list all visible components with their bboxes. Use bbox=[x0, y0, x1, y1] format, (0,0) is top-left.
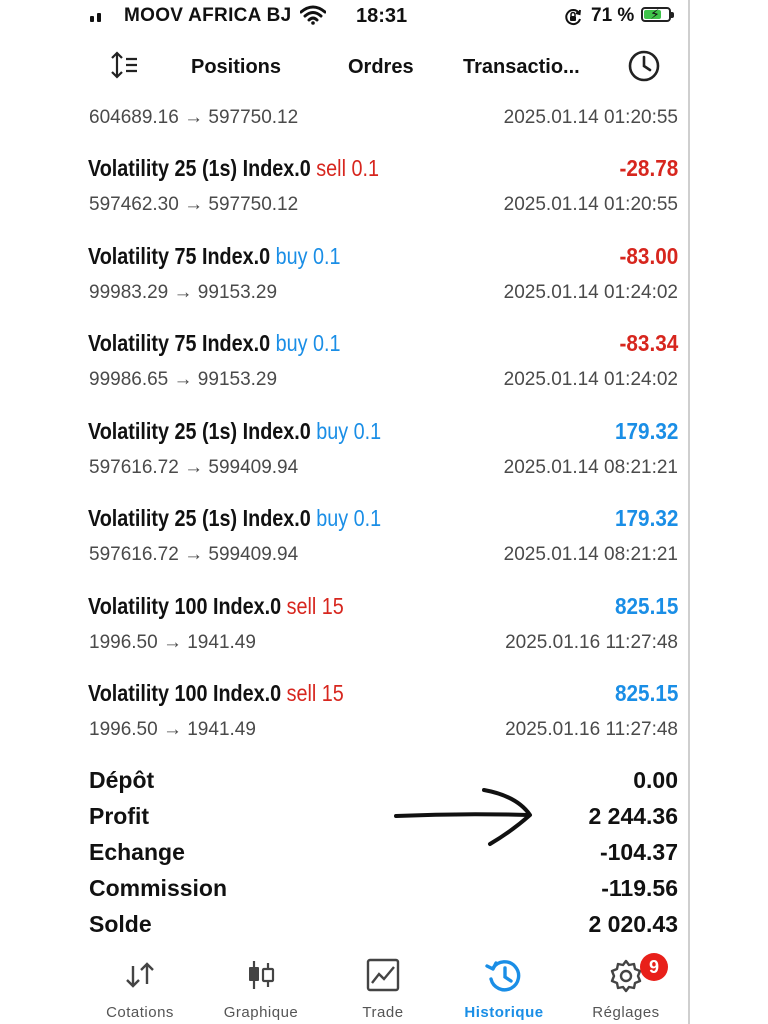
deal-title[interactable]: Volatility 25 (1s) Index.0 buy 0.1 bbox=[88, 505, 381, 532]
deal-title[interactable]: Volatility 100 Index.0 sell 15 bbox=[88, 680, 344, 707]
nav-label-cotations: Cotations bbox=[106, 1004, 174, 1021]
deal-prices: 1996.50 → 1941.49 bbox=[89, 719, 256, 740]
deal-volume: 15 bbox=[321, 592, 344, 619]
deal-volume: 0.1 bbox=[313, 330, 341, 356]
deal-symbol: Volatility 100 Index.0 bbox=[88, 680, 282, 706]
deal-datetime: 2025.01.14 08:21:21 bbox=[503, 456, 678, 478]
deal-datetime: 2025.01.14 01:20:55 bbox=[503, 194, 678, 215]
deal-symbol: Volatility 25 (1s) Index.0 bbox=[88, 505, 311, 531]
deal-datetime: 2025.01.16 11:27:48 bbox=[505, 719, 678, 740]
battery-charging-icon: ⚡ bbox=[641, 6, 674, 22]
signal-icon bbox=[90, 13, 101, 22]
deal-profit: 825.15 bbox=[614, 680, 678, 706]
bottom-nav: Cotations Graphique Trade bbox=[0, 950, 688, 1024]
partial-row-datetime: 2025.01.14 01:20:55 bbox=[503, 107, 678, 128]
deal-symbol: Volatility 75 Index.0 bbox=[88, 242, 271, 269]
deal-volume: 0.1 bbox=[313, 242, 341, 269]
deal-profit: 825.15 bbox=[614, 592, 678, 619]
settings-gear-icon bbox=[608, 958, 644, 999]
summary-label-depot: Dépôt bbox=[89, 767, 155, 793]
nav-reglages[interactable]: Réglages bbox=[566, 950, 686, 1024]
deal-side: buy bbox=[275, 242, 308, 269]
deal-side: buy bbox=[316, 505, 349, 531]
battery-percent: 71 % bbox=[591, 5, 635, 26]
nav-graphique[interactable]: Graphique bbox=[201, 950, 321, 1024]
deal-side: buy bbox=[316, 417, 349, 444]
deal-prices: 99983.29 → 99153.29 bbox=[89, 281, 278, 303]
nav-historique[interactable]: Historique bbox=[444, 950, 564, 1024]
deal-datetime: 2025.01.16 11:27:48 bbox=[505, 631, 678, 653]
deal-datetime: 2025.01.14 08:21:21 bbox=[503, 544, 678, 565]
summary-value-commission: -119.56 bbox=[601, 875, 678, 901]
rotation-lock-icon bbox=[563, 7, 583, 32]
tab-transactions[interactable]: Transactio... bbox=[463, 56, 580, 78]
deal-volume: 15 bbox=[321, 680, 344, 706]
summary-value-profit: 2 244.36 bbox=[588, 803, 678, 829]
deal-title[interactable]: Volatility 25 (1s) Index.0 sell 0.1 bbox=[88, 155, 379, 182]
deal-profit: 179.32 bbox=[614, 505, 678, 531]
deal-symbol: Volatility 25 (1s) Index.0 bbox=[88, 417, 311, 444]
deal-datetime: 2025.01.14 01:24:02 bbox=[503, 369, 678, 390]
deal-title[interactable]: Volatility 75 Index.0 buy 0.1 bbox=[88, 330, 341, 357]
screen-edge bbox=[688, 0, 690, 1024]
clock-time: 18:31 bbox=[356, 5, 408, 27]
deal-symbol: Volatility 75 Index.0 bbox=[88, 330, 271, 356]
deal-title[interactable]: Volatility 100 Index.0 sell 15 bbox=[88, 593, 344, 620]
hand-drawn-arrow-icon bbox=[392, 786, 542, 855]
deal-volume: 0.1 bbox=[351, 155, 379, 181]
deal-side: sell bbox=[316, 155, 346, 181]
deal-prices: 99986.65 → 99153.29 bbox=[89, 369, 278, 390]
deal-prices: 597616.72 → 599409.94 bbox=[89, 544, 299, 565]
deal-prices: 597616.72 → 599409.94 bbox=[89, 456, 299, 478]
deal-profit: -83.34 bbox=[619, 330, 678, 356]
summary-label-profit: Profit bbox=[89, 803, 150, 829]
summary-value-echange: -104.37 bbox=[599, 839, 678, 865]
deal-prices: 597462.30 → 597750.12 bbox=[89, 194, 299, 215]
deal-title[interactable]: Volatility 25 (1s) Index.0 buy 0.1 bbox=[88, 418, 381, 445]
carrier-name: MOOV AFRICA BJ bbox=[124, 5, 292, 26]
sort-icon[interactable] bbox=[108, 50, 140, 85]
wifi-icon bbox=[299, 5, 327, 30]
history-icon bbox=[485, 958, 523, 999]
deal-profit: -28.78 bbox=[619, 155, 678, 181]
deal-datetime: 2025.01.14 01:24:02 bbox=[503, 281, 678, 303]
top-tab-bar: Positions Ordres Transactio... bbox=[0, 40, 688, 94]
deal-symbol: Volatility 25 (1s) Index.0 bbox=[88, 155, 311, 181]
trade-chart-icon bbox=[365, 958, 401, 997]
summary-label-solde: Solde bbox=[89, 911, 152, 937]
candlestick-chart-icon bbox=[243, 958, 279, 997]
nav-trade[interactable]: Trade bbox=[323, 950, 443, 1024]
deal-symbol: Volatility 100 Index.0 bbox=[88, 592, 282, 619]
summary-value-solde: 2 020.43 bbox=[588, 911, 678, 937]
deal-prices: 1996.50 → 1941.49 bbox=[89, 631, 256, 653]
nav-label-historique: Historique bbox=[464, 1004, 544, 1021]
tab-positions[interactable]: Positions bbox=[191, 56, 282, 78]
deal-profit: -83.00 bbox=[619, 242, 678, 269]
deal-volume: 0.1 bbox=[353, 417, 382, 444]
nav-label-graphique: Graphique bbox=[223, 1004, 299, 1021]
partial-row-prices: 604689.16 → 597750.12 bbox=[89, 107, 299, 128]
deal-side: sell bbox=[286, 680, 317, 706]
settings-notification-badge: 9 bbox=[640, 953, 668, 981]
nav-label-reglages: Réglages bbox=[592, 1004, 660, 1021]
summary-label-echange: Echange bbox=[89, 839, 185, 865]
summary-value-depot: 0.00 bbox=[633, 767, 678, 793]
nav-cotations[interactable]: Cotations bbox=[80, 950, 200, 1024]
quotes-arrows-icon bbox=[122, 958, 158, 997]
deal-side: sell bbox=[286, 592, 317, 619]
deal-side: buy bbox=[275, 330, 308, 356]
status-bar: MOOV AFRICA BJ 18:31 71 % ⚡ bbox=[0, 0, 688, 34]
summary-label-commission: Commission bbox=[89, 875, 228, 901]
deal-volume: 0.1 bbox=[353, 505, 382, 531]
deal-profit: 179.32 bbox=[614, 417, 678, 444]
nav-label-trade: Trade bbox=[362, 1004, 404, 1021]
deal-title[interactable]: Volatility 75 Index.0 buy 0.1 bbox=[88, 243, 341, 270]
tab-ordres[interactable]: Ordres bbox=[348, 56, 414, 78]
clock-icon[interactable] bbox=[627, 49, 661, 88]
